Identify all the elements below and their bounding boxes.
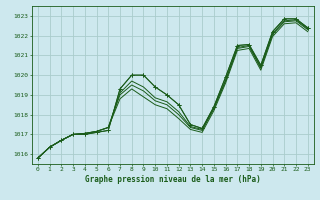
X-axis label: Graphe pression niveau de la mer (hPa): Graphe pression niveau de la mer (hPa) [85,175,261,184]
